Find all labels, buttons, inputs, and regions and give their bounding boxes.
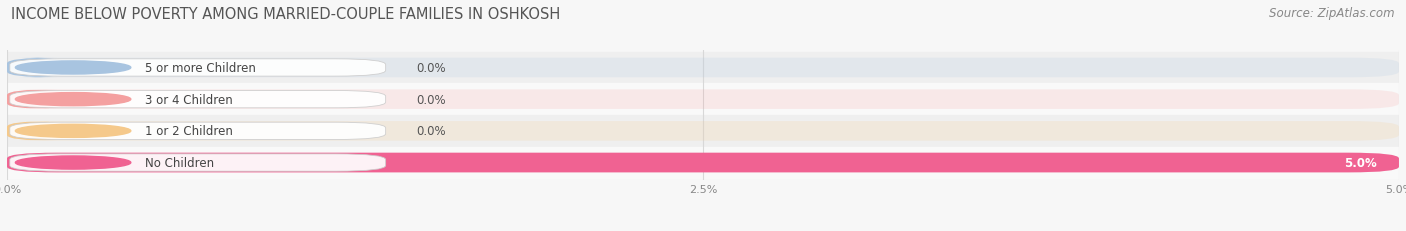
FancyBboxPatch shape: [10, 123, 385, 140]
FancyBboxPatch shape: [10, 91, 385, 108]
Text: INCOME BELOW POVERTY AMONG MARRIED-COUPLE FAMILIES IN OSHKOSH: INCOME BELOW POVERTY AMONG MARRIED-COUPL…: [11, 7, 561, 22]
FancyBboxPatch shape: [7, 153, 1399, 173]
Text: 3 or 4 Children: 3 or 4 Children: [145, 93, 232, 106]
FancyBboxPatch shape: [10, 154, 385, 171]
Circle shape: [15, 62, 131, 75]
Text: 0.0%: 0.0%: [416, 62, 446, 75]
FancyBboxPatch shape: [7, 90, 1399, 109]
Text: 5 or more Children: 5 or more Children: [145, 62, 256, 75]
FancyBboxPatch shape: [7, 90, 69, 109]
Circle shape: [15, 93, 131, 106]
FancyBboxPatch shape: [7, 122, 1399, 141]
Text: 5.0%: 5.0%: [1344, 156, 1376, 169]
Bar: [7, 52, 1399, 84]
Text: 0.0%: 0.0%: [416, 93, 446, 106]
FancyBboxPatch shape: [7, 153, 1399, 173]
FancyBboxPatch shape: [10, 60, 385, 77]
Circle shape: [15, 125, 131, 138]
Bar: [7, 116, 1399, 147]
Text: 1 or 2 Children: 1 or 2 Children: [145, 125, 232, 138]
Bar: [7, 147, 1399, 179]
Bar: [7, 84, 1399, 116]
FancyBboxPatch shape: [7, 58, 69, 78]
FancyBboxPatch shape: [7, 58, 1399, 78]
Circle shape: [15, 156, 131, 169]
Text: 0.0%: 0.0%: [416, 125, 446, 138]
Text: Source: ZipAtlas.com: Source: ZipAtlas.com: [1270, 7, 1395, 20]
FancyBboxPatch shape: [7, 122, 69, 141]
Text: No Children: No Children: [145, 156, 214, 169]
